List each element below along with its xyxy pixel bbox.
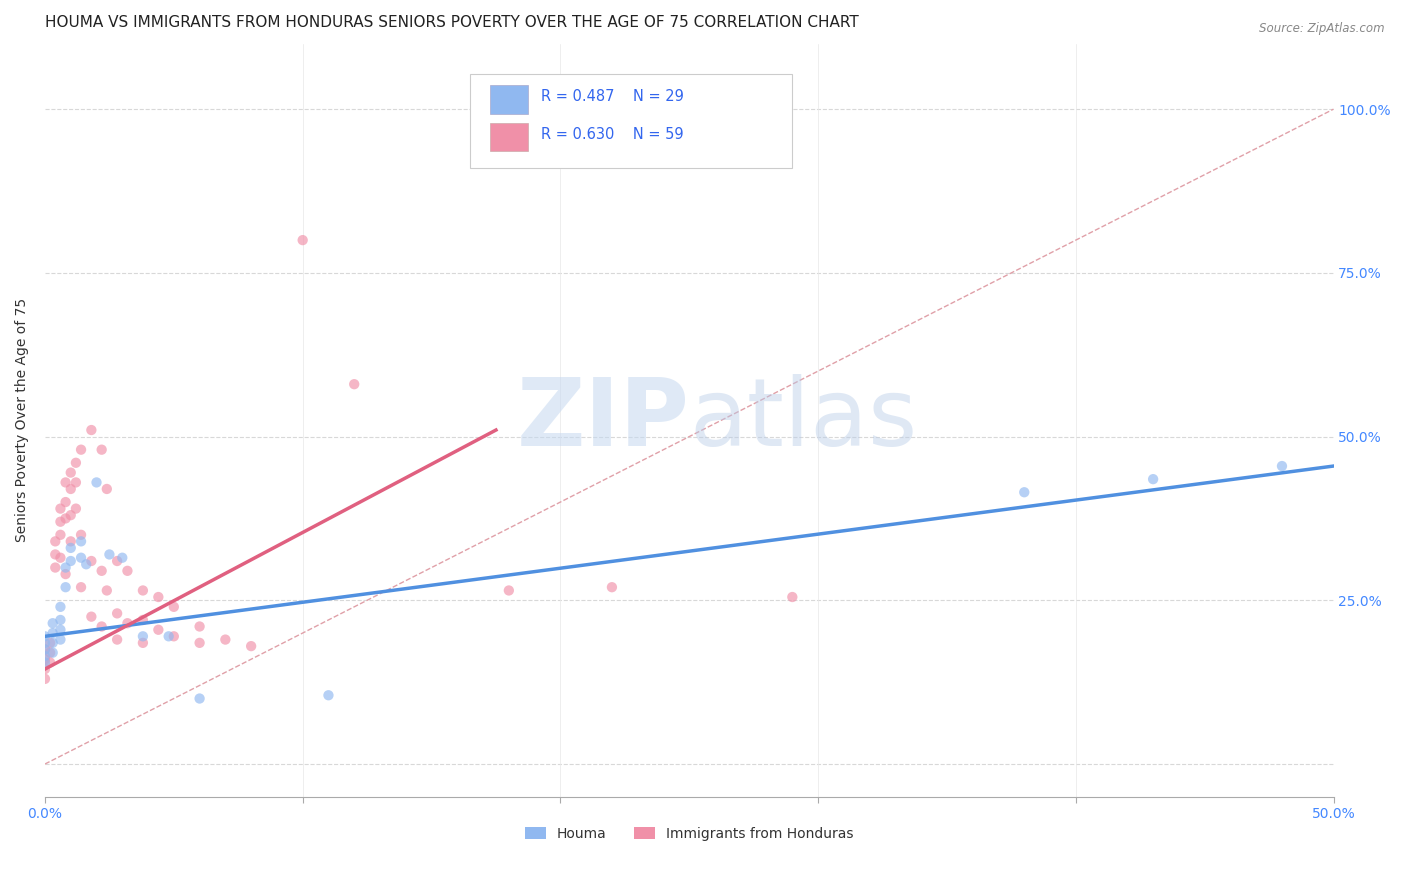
Point: [163, 629, 186, 643]
Point: [59, 508, 82, 523]
Point: [75, 558, 97, 572]
Point: [117, 616, 139, 631]
Point: [96, 482, 118, 496]
Point: [55, 580, 77, 594]
Point: [111, 550, 134, 565]
Point: [80, 554, 103, 568]
Bar: [489, 123, 529, 152]
Point: [34, 656, 56, 670]
Point: [49, 501, 72, 516]
Point: [41, 626, 63, 640]
Bar: [489, 85, 529, 113]
Point: [214, 632, 236, 647]
Point: [34, 662, 56, 676]
Point: [59, 534, 82, 549]
Point: [188, 691, 211, 706]
Point: [49, 623, 72, 637]
Point: [70, 442, 93, 457]
Point: [90, 564, 112, 578]
Point: [44, 548, 66, 562]
Point: [39, 646, 62, 660]
Point: [318, 688, 340, 702]
Point: [39, 656, 62, 670]
Y-axis label: Seniors Poverty Over the Age of 75: Seniors Poverty Over the Age of 75: [15, 298, 30, 542]
Text: Source: ZipAtlas.com: Source: ZipAtlas.com: [1260, 22, 1385, 36]
Point: [34, 642, 56, 657]
Point: [44, 560, 66, 574]
Point: [34, 629, 56, 643]
Point: [59, 482, 82, 496]
FancyBboxPatch shape: [470, 74, 793, 168]
Point: [132, 629, 155, 643]
Point: [55, 475, 77, 490]
Point: [44, 534, 66, 549]
Point: [41, 636, 63, 650]
Point: [65, 475, 87, 490]
Point: [157, 629, 180, 643]
Point: [49, 613, 72, 627]
Point: [34, 642, 56, 657]
Point: [70, 534, 93, 549]
Point: [59, 554, 82, 568]
Point: [105, 632, 128, 647]
Point: [49, 550, 72, 565]
Point: [1012, 485, 1035, 500]
Point: [39, 636, 62, 650]
Point: [105, 554, 128, 568]
Point: [34, 672, 56, 686]
Point: [498, 583, 520, 598]
Point: [65, 456, 87, 470]
Point: [117, 564, 139, 578]
Point: [132, 583, 155, 598]
Point: [86, 475, 108, 490]
Point: [148, 623, 170, 637]
Point: [55, 567, 77, 582]
Point: [34, 636, 56, 650]
Point: [98, 548, 121, 562]
Legend: Houma, Immigrants from Honduras: Houma, Immigrants from Honduras: [519, 822, 859, 847]
Point: [90, 619, 112, 633]
Point: [55, 495, 77, 509]
Point: [782, 590, 804, 604]
Point: [55, 511, 77, 525]
Point: [49, 515, 72, 529]
Point: [96, 583, 118, 598]
Point: [65, 501, 87, 516]
Point: [80, 609, 103, 624]
Point: [90, 442, 112, 457]
Point: [70, 550, 93, 565]
Point: [105, 607, 128, 621]
Point: [188, 619, 211, 633]
Point: [49, 599, 72, 614]
Point: [41, 616, 63, 631]
Text: R = 0.630    N = 59: R = 0.630 N = 59: [541, 127, 683, 142]
Point: [600, 580, 623, 594]
Point: [55, 560, 77, 574]
Point: [41, 646, 63, 660]
Point: [188, 636, 211, 650]
Point: [343, 377, 366, 392]
Point: [49, 632, 72, 647]
Text: HOUMA VS IMMIGRANTS FROM HONDURAS SENIORS POVERTY OVER THE AGE OF 75 CORRELATION: HOUMA VS IMMIGRANTS FROM HONDURAS SENIOR…: [45, 15, 859, 30]
Point: [80, 423, 103, 437]
Point: [148, 590, 170, 604]
Point: [34, 652, 56, 666]
Point: [132, 613, 155, 627]
Point: [163, 599, 186, 614]
Point: [59, 541, 82, 555]
Text: R = 0.487    N = 29: R = 0.487 N = 29: [541, 89, 683, 103]
Point: [1271, 458, 1294, 473]
Point: [49, 528, 72, 542]
Text: atlas: atlas: [689, 375, 918, 467]
Point: [240, 639, 263, 653]
Point: [70, 528, 93, 542]
Point: [59, 466, 82, 480]
Point: [1142, 472, 1164, 486]
Point: [132, 636, 155, 650]
Point: [34, 648, 56, 663]
Point: [291, 233, 314, 247]
Point: [70, 580, 93, 594]
Text: ZIP: ZIP: [516, 375, 689, 467]
